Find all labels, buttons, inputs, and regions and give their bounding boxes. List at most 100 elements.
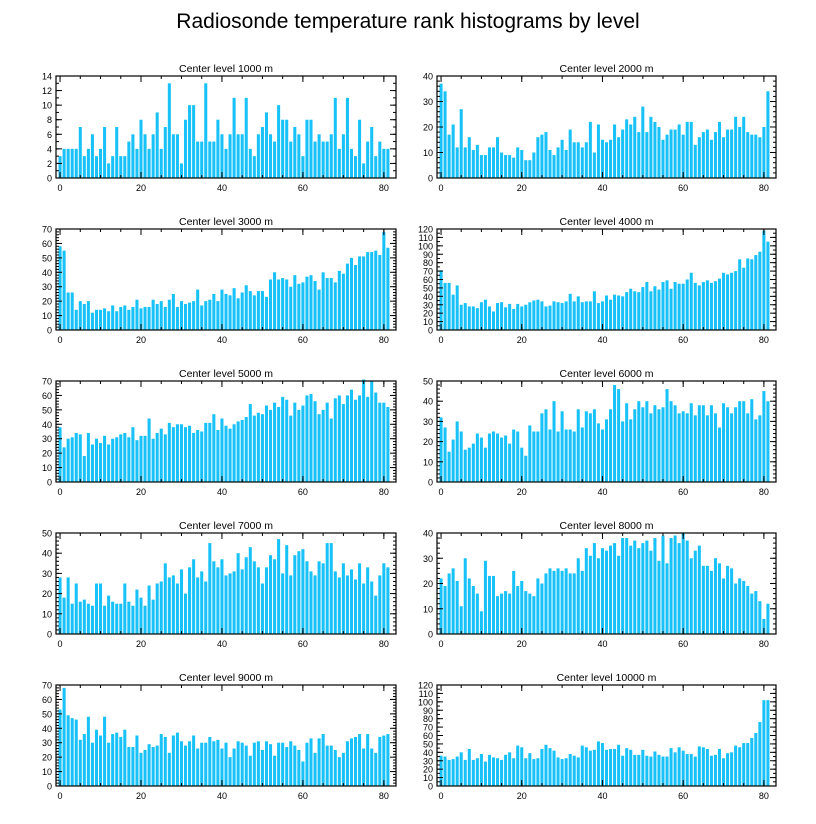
histogram-bar <box>540 134 544 178</box>
histogram-bar <box>139 752 143 786</box>
y-tick-label: 20 <box>42 297 52 307</box>
histogram-bar <box>171 427 175 482</box>
histogram-bar <box>613 385 617 482</box>
y-tick-label: 30 <box>423 554 433 564</box>
histogram-bar <box>588 301 592 330</box>
histogram-bar <box>609 139 613 178</box>
histogram-bar <box>528 425 532 482</box>
histogram-bar <box>536 758 540 786</box>
histogram-bar <box>305 119 309 178</box>
y-tick-label: 30 <box>42 738 52 748</box>
histogram-bar <box>689 403 693 482</box>
histogram-bar <box>621 421 625 482</box>
histogram-bar <box>508 155 512 178</box>
x-tick-label: 20 <box>517 639 527 649</box>
y-tick-label: 30 <box>42 434 52 444</box>
histogram-bar <box>475 593 479 634</box>
x-tick-label: 0 <box>58 183 63 193</box>
histogram-bar <box>600 429 604 482</box>
histogram-bar <box>512 570 516 634</box>
histogram-bar <box>613 543 617 634</box>
histogram-bar <box>82 599 86 634</box>
x-tick-label: 20 <box>517 487 527 497</box>
histogram-bar <box>297 283 301 330</box>
histogram-bar <box>649 756 653 786</box>
histogram-bar <box>637 401 641 482</box>
histogram-bar <box>508 752 512 786</box>
histogram-bar <box>568 573 572 634</box>
histogram-bar <box>358 119 362 178</box>
histogram-bar <box>697 746 701 786</box>
histogram-panel: Center level 7000 m 0 10 20 30 40 50 0 20 40 60 80 <box>42 520 397 649</box>
histogram-bar <box>345 575 349 634</box>
histogram-bar <box>746 413 750 482</box>
histogram-bar <box>256 134 260 178</box>
x-tick-label: 20 <box>136 183 146 193</box>
x-tick-label: 60 <box>298 335 308 345</box>
panel-title: Center level 7000 m <box>179 520 273 532</box>
histogram-bar <box>645 755 649 786</box>
histogram-bar <box>341 273 345 330</box>
histogram-bar <box>512 308 516 330</box>
histogram-bar <box>524 160 528 178</box>
histogram-bar <box>693 756 697 786</box>
histogram-bar <box>167 577 171 634</box>
histogram-bar <box>689 121 693 178</box>
histogram-bar <box>653 405 657 482</box>
histogram-bar <box>726 753 730 786</box>
x-tick-label: 80 <box>379 487 389 497</box>
histogram-bar <box>520 306 524 330</box>
histogram-bar <box>184 745 188 786</box>
histogram-bar <box>285 119 289 178</box>
histogram-bar <box>103 435 107 482</box>
histogram-bar <box>536 299 540 330</box>
histogram-bar <box>208 141 212 178</box>
histogram-bar <box>621 538 625 634</box>
histogram-bar <box>713 413 717 482</box>
histogram-bar <box>228 295 232 330</box>
histogram-bar <box>653 538 657 634</box>
histogram-bar <box>374 595 378 634</box>
y-tick-label: 40 <box>423 529 433 539</box>
histogram-bar <box>366 252 370 330</box>
histogram-bar <box>228 573 232 634</box>
y-tick-label: 90 <box>423 706 433 716</box>
histogram-bar <box>293 275 297 330</box>
histogram-bar <box>285 747 289 786</box>
histogram-bar <box>333 571 337 634</box>
histogram-bar <box>313 280 317 330</box>
y-tick-label: 0 <box>428 630 433 640</box>
histogram-bar <box>750 738 754 786</box>
histogram-bar <box>633 291 637 330</box>
histogram-bar <box>621 755 625 786</box>
histogram-bar <box>305 742 309 786</box>
histogram-bar <box>713 281 717 330</box>
histogram-bar <box>693 415 697 482</box>
histogram-bar <box>504 307 508 330</box>
y-tick-label: 50 <box>423 283 433 293</box>
x-tick-label: 20 <box>136 335 146 345</box>
histogram-bar <box>455 580 459 634</box>
x-tick-label: 40 <box>217 639 227 649</box>
histogram-bar <box>82 456 86 482</box>
histogram-bar <box>200 431 204 482</box>
histogram-bar <box>90 312 94 330</box>
histogram-bar <box>143 605 147 634</box>
histogram-bar <box>240 742 244 786</box>
histogram-bar <box>349 569 353 634</box>
x-tick-label: 0 <box>58 791 63 801</box>
histogram-bar <box>289 141 293 178</box>
histogram-bar <box>260 414 264 482</box>
histogram-bar <box>483 560 487 634</box>
histogram-bar <box>641 749 645 786</box>
histogram-bar <box>309 393 313 482</box>
histogram-bar <box>528 302 532 330</box>
histogram-bar <box>722 758 726 786</box>
x-tick-label: 60 <box>678 183 688 193</box>
histogram-bar <box>99 148 103 178</box>
histogram-bar <box>592 152 596 178</box>
y-tick-label: 40 <box>423 292 433 302</box>
histogram-bar <box>232 748 236 786</box>
histogram-bar <box>374 156 378 178</box>
y-tick-label: 12 <box>42 86 52 96</box>
